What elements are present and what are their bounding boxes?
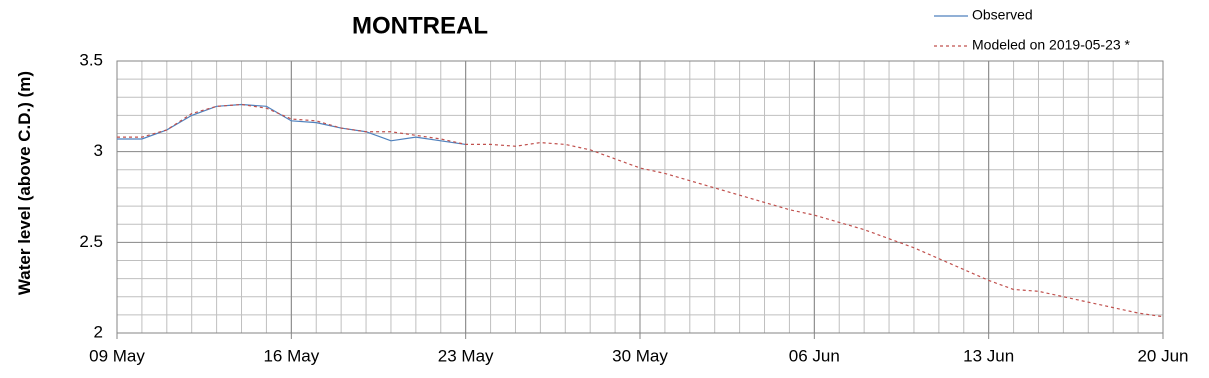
y-tick-label: 2: [94, 322, 103, 341]
series-line: [117, 103, 1164, 318]
plot-frame: [116, 60, 1164, 334]
x-tick-label: 06 Jun: [789, 346, 840, 365]
y-axis-label: Water level (above C.D.) (m): [15, 70, 34, 296]
y-tick-label: 3.5: [79, 50, 103, 69]
y-tick-label: 2.5: [79, 232, 103, 251]
x-tick-label: 30 May: [612, 346, 668, 365]
x-tick-label: 09 May: [89, 346, 145, 365]
x-tick-label: 16 May: [263, 346, 319, 365]
chart-title: MONTREAL: [352, 12, 488, 39]
x-tick-label: 20 Jun: [1137, 346, 1188, 365]
x-tick-label: 13 Jun: [963, 346, 1014, 365]
legend-label: Observed: [972, 7, 1033, 23]
y-tick-label: 3: [94, 141, 103, 160]
x-tick-label: 23 May: [438, 346, 494, 365]
legend-label: Modeled on 2019-05-23 *: [972, 37, 1131, 53]
